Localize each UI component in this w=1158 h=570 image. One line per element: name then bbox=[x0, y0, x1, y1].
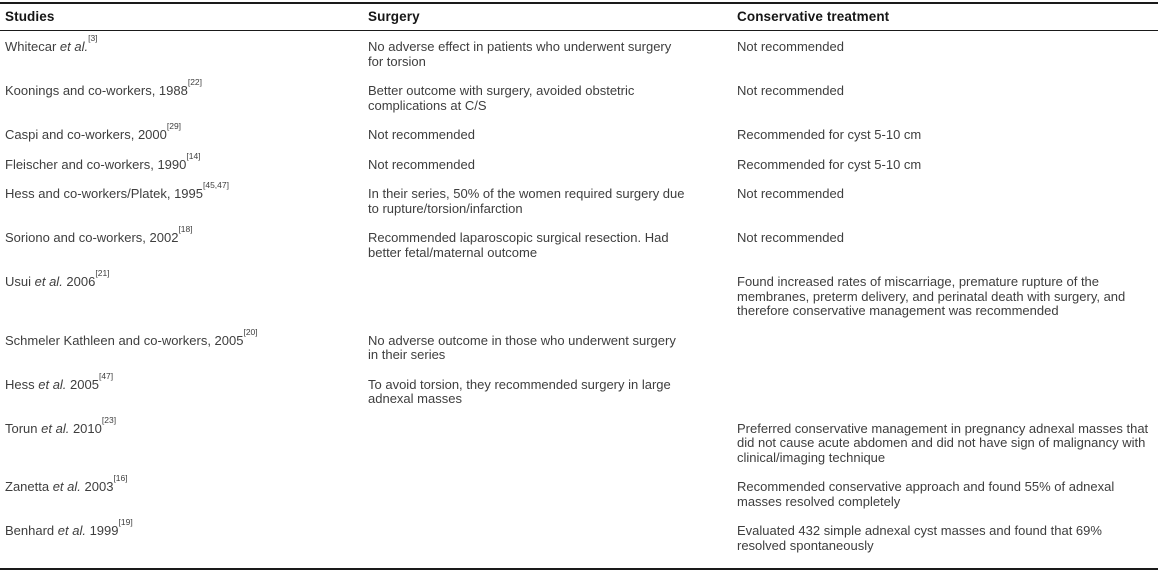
study-cell: Fleischer and co-workers, 1990[14] bbox=[0, 151, 363, 188]
conservative-cell: Not recommended bbox=[737, 186, 844, 201]
surgery-cell bbox=[363, 422, 732, 481]
table-row: Usui et al. 2006[21] Found increased rat… bbox=[0, 269, 1158, 334]
conservative-cell: Not recommended bbox=[737, 39, 844, 54]
conservative-cell: Not recommended bbox=[737, 83, 844, 98]
study-cell: Koonings and co-workers, 1988[22] bbox=[0, 78, 363, 128]
reference-superscript: [16] bbox=[113, 473, 128, 484]
surgery-cell: No adverse outcome in those who underwen… bbox=[368, 332, 676, 362]
study-name: Usui bbox=[5, 274, 35, 289]
study-etal: et al. bbox=[59, 39, 89, 54]
surgery-cell bbox=[363, 524, 732, 569]
study-name: Schmeler Kathleen and co-workers, 2005 bbox=[5, 332, 244, 348]
surgery-cell: To avoid torsion, they recommended surge… bbox=[368, 376, 671, 406]
reference-superscript: [18] bbox=[178, 224, 193, 235]
study-year: 2006 bbox=[62, 274, 96, 289]
surgery-cell: Not recommended bbox=[368, 156, 475, 172]
conservative-cell: Found increased rates of miscarriage, pr… bbox=[737, 274, 1126, 318]
study-name: Benhard bbox=[5, 523, 58, 538]
study-name: Soriono and co-workers, 2002 bbox=[5, 230, 179, 245]
reference-superscript: [20] bbox=[243, 326, 258, 337]
study-name: Koonings and co-workers, 1988 bbox=[5, 83, 188, 98]
conservative-cell: Not recommended bbox=[737, 230, 844, 245]
study-cell: Caspi and co-workers, 2000[29] bbox=[0, 122, 363, 158]
study-name: Zanetta bbox=[5, 479, 53, 494]
conservative-cell bbox=[732, 378, 1158, 422]
study-year: 2003 bbox=[80, 479, 114, 494]
reference-superscript: [23] bbox=[101, 414, 117, 425]
table-row: Fleischer and co-workers, 1990[14] Not r… bbox=[0, 151, 1158, 188]
reference-superscript: [45,47] bbox=[202, 180, 229, 191]
study-etal: et al. bbox=[38, 376, 67, 392]
study-cell: Hess et al. 2005[47] bbox=[0, 371, 363, 422]
conservative-cell: Preferred conservative management in pre… bbox=[737, 420, 1149, 465]
table-body: Whitecar et al.[3] No adverse effect in … bbox=[0, 31, 1158, 570]
column-header-conservative-treatment: Conservative treatment bbox=[732, 3, 1158, 31]
reference-superscript: [19] bbox=[118, 517, 133, 528]
study-name: Caspi and co-workers, 2000 bbox=[5, 127, 167, 142]
table-row: Hess and co-workers/Platek, 1995[45,47] … bbox=[0, 181, 1158, 231]
study-cell: Hess and co-workers/Platek, 1995[45,47] bbox=[0, 181, 363, 231]
conservative-cell bbox=[732, 334, 1158, 378]
study-cell: Usui et al. 2006[21] bbox=[0, 269, 363, 334]
column-header-surgery: Surgery bbox=[363, 3, 732, 31]
study-cell: Zanetta et al. 2003[16] bbox=[0, 474, 363, 524]
table-row: Benhard et al. 1999[19] Evaluated 432 si… bbox=[0, 518, 1158, 569]
conservative-cell: Recommended conservative approach and fo… bbox=[737, 479, 1115, 509]
study-etal: et al. bbox=[57, 523, 86, 538]
table-row: Whitecar et al.[3] No adverse effect in … bbox=[0, 31, 1158, 85]
table-header: Studies Surgery Conservative treatment bbox=[0, 3, 1158, 31]
study-cell: Whitecar et al.[3] bbox=[0, 31, 363, 85]
surgery-cell: In their series, 50% of the women requir… bbox=[368, 186, 685, 216]
surgery-cell: Recommended laparoscopic surgical resect… bbox=[368, 230, 669, 260]
reference-superscript: [14] bbox=[186, 150, 201, 161]
surgery-cell bbox=[363, 275, 732, 334]
reference-superscript: [3] bbox=[88, 33, 98, 44]
conservative-cell: Recommended for cyst 5-10 cm bbox=[737, 156, 922, 172]
study-year: 1999 bbox=[85, 523, 119, 538]
study-cell: Soriono and co-workers, 2002[18] bbox=[0, 225, 363, 275]
table-row: Zanetta et al. 2003[16] Recommended cons… bbox=[0, 474, 1158, 524]
table-row: Koonings and co-workers, 1988[22] Better… bbox=[0, 78, 1158, 128]
surgery-cell: No adverse effect in patients who underw… bbox=[368, 39, 672, 69]
reference-superscript: [47] bbox=[98, 370, 114, 381]
reference-superscript: [22] bbox=[187, 77, 203, 88]
study-name: Hess and co-workers/Platek, 1995 bbox=[5, 186, 203, 201]
reference-superscript: [29] bbox=[166, 121, 182, 132]
study-year: 2010 bbox=[69, 420, 102, 436]
header-row: Studies Surgery Conservative treatment bbox=[0, 3, 1158, 31]
study-name: Whitecar bbox=[5, 39, 60, 54]
reference-superscript: [21] bbox=[95, 268, 110, 279]
study-etal: et al. bbox=[52, 479, 81, 494]
table-row: Soriono and co-workers, 2002[18] Recomme… bbox=[0, 225, 1158, 275]
table-row: Torun et al. 2010[23] Preferred conserva… bbox=[0, 415, 1158, 481]
study-etal: et al. bbox=[41, 420, 70, 436]
study-etal: et al. bbox=[34, 274, 63, 289]
surgery-cell: Not recommended bbox=[368, 127, 475, 142]
table-row: Caspi and co-workers, 2000[29] Not recom… bbox=[0, 122, 1158, 158]
column-header-studies: Studies bbox=[0, 3, 363, 31]
study-year: 2005 bbox=[66, 376, 99, 392]
study-name: Fleischer and co-workers, 1990 bbox=[5, 156, 187, 172]
conservative-cell: Recommended for cyst 5-10 cm bbox=[737, 127, 922, 142]
study-cell: Schmeler Kathleen and co-workers, 2005[2… bbox=[0, 327, 363, 378]
study-cell: Torun et al. 2010[23] bbox=[0, 415, 363, 481]
conservative-cell: Evaluated 432 simple adnexal cyst masses… bbox=[737, 523, 1102, 553]
table-row: Hess et al. 2005[47] To avoid torsion, t… bbox=[0, 371, 1158, 422]
study-cell: Benhard et al. 1999[19] bbox=[0, 518, 363, 569]
study-name: Torun bbox=[5, 420, 42, 436]
surgery-cell bbox=[363, 480, 732, 524]
surgery-cell: Better outcome with surgery, avoided obs… bbox=[368, 83, 635, 113]
study-name: Hess bbox=[5, 376, 39, 392]
table-row: Schmeler Kathleen and co-workers, 2005[2… bbox=[0, 327, 1158, 378]
